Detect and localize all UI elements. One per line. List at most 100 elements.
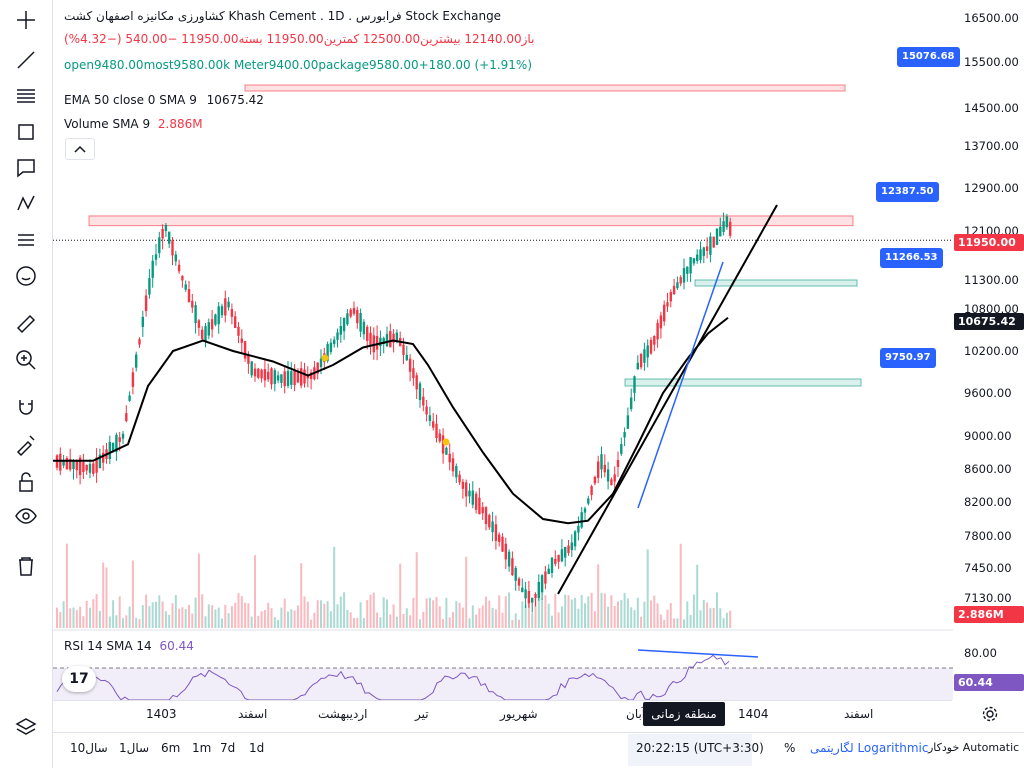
candle-body <box>649 339 653 354</box>
candle-body <box>191 300 194 308</box>
volume-bar <box>181 607 184 628</box>
volume-bar <box>626 598 629 628</box>
candle-body <box>385 334 389 347</box>
volume-bar <box>709 608 712 628</box>
candle-body <box>276 375 280 381</box>
fib-icon[interactable] <box>10 80 42 112</box>
range-button[interactable]: 1d <box>249 741 265 755</box>
price-zone <box>244 84 846 92</box>
price-callout[interactable]: 12387.50 <box>876 182 939 202</box>
volume-bar <box>564 594 567 628</box>
volume-bar <box>584 603 586 628</box>
candle-body <box>131 372 135 387</box>
price-tick: 9000.00 <box>964 429 1012 443</box>
price-callout[interactable]: 9750.97 <box>880 348 936 368</box>
candle-body <box>102 452 105 463</box>
candle-body <box>488 515 491 528</box>
candle-body <box>395 332 399 343</box>
range-button[interactable]: 6m <box>161 741 181 755</box>
price-callout[interactable]: 15076.68 <box>897 47 960 67</box>
volume-bar <box>716 592 718 628</box>
volume-bar <box>617 601 619 628</box>
candle-body <box>504 543 507 560</box>
volume-bar <box>574 597 577 628</box>
candle-body <box>402 344 405 355</box>
volume-bar <box>422 611 425 628</box>
pattern-icon[interactable] <box>10 188 42 220</box>
candle-body <box>161 228 164 239</box>
range-button[interactable]: 1m <box>192 741 212 755</box>
volume-bar <box>640 616 643 628</box>
chevron-up-icon[interactable] <box>65 138 95 160</box>
callout-icon[interactable] <box>10 152 42 184</box>
layers-icon[interactable] <box>10 712 42 744</box>
auto-toggle[interactable]: خودکار Automatic <box>928 741 1020 754</box>
price-tick: 11300.00 <box>964 273 1019 287</box>
zoom-icon[interactable] <box>10 344 42 376</box>
volume-bar <box>666 609 669 628</box>
volume-bar <box>227 613 230 628</box>
candle-body <box>550 557 554 573</box>
volume-bar <box>293 610 296 628</box>
volume-bar <box>336 604 339 628</box>
volume-bar <box>458 602 461 628</box>
volume-bar <box>676 618 679 628</box>
volume-legend[interactable]: Volume SMA 9 2.886M <box>64 117 203 131</box>
volume-bar <box>115 615 118 628</box>
magnet-icon[interactable] <box>10 392 42 424</box>
volume-bar <box>683 619 685 628</box>
clock[interactable]: 20:22:15 (UTC+3:30) <box>636 741 764 755</box>
measure-icon[interactable] <box>10 224 42 256</box>
candle-body <box>69 458 72 470</box>
crosshair-icon[interactable] <box>10 4 42 36</box>
rsi-legend[interactable]: RSI 14 SMA 14 60.44 <box>64 639 194 653</box>
ema-price-tag: 10675.42 <box>954 313 1024 330</box>
eye-icon[interactable] <box>10 500 42 532</box>
rectangle-icon[interactable] <box>10 116 42 148</box>
range-button[interactable]: 10سال <box>70 741 108 755</box>
candle-body <box>95 457 98 473</box>
gear-icon[interactable] <box>980 704 1000 724</box>
candle-body <box>168 231 171 244</box>
candle-body <box>715 228 719 245</box>
volume-bar <box>501 612 504 628</box>
candle-body <box>336 332 339 340</box>
volume-bar <box>250 616 253 628</box>
volume-label: Volume SMA 9 <box>64 117 151 131</box>
left-toolbar <box>0 0 53 768</box>
price-axis[interactable]: 16500.00 15500.00 14500.00 13700.00 12900.00… <box>952 0 1024 630</box>
draw-lock-icon[interactable] <box>10 428 42 460</box>
volume-bar <box>643 601 646 628</box>
range-button[interactable]: 7d <box>220 741 236 755</box>
ruler-icon[interactable] <box>10 308 42 340</box>
candle-body <box>455 466 458 478</box>
symbol-title[interactable]: کشاورزی مکانیزه اصفهان کشت Khash Cement … <box>64 9 502 23</box>
volume-bar <box>679 543 682 628</box>
lock-icon[interactable] <box>10 466 42 498</box>
ema-legend[interactable]: EMA 50 close 0 SMA 9 10675.42 <box>64 93 264 107</box>
volume-bar <box>356 617 359 628</box>
log-toggle[interactable]: لگاریتمی Logarithmic <box>810 741 929 755</box>
emoji-icon[interactable] <box>10 260 42 292</box>
percent-toggle[interactable]: % <box>784 741 796 755</box>
trend-line-icon[interactable] <box>10 44 42 76</box>
rsi-value-tag: 60.44 <box>954 674 1024 691</box>
volume-bar <box>277 619 280 628</box>
volume-bar <box>329 611 332 628</box>
trash-icon[interactable] <box>10 550 42 582</box>
volume-bar <box>372 592 375 628</box>
candle-body <box>719 226 722 237</box>
candle-body <box>616 460 620 467</box>
rsi-label: RSI 14 SMA 14 <box>64 639 152 653</box>
volume-bar <box>353 618 355 628</box>
range-button[interactable]: 1سال <box>119 741 150 755</box>
candle-body <box>405 354 408 361</box>
candle-body <box>498 534 501 542</box>
volume-bar <box>145 594 148 628</box>
price-callout[interactable]: 11266.53 <box>880 248 943 268</box>
chart-canvas[interactable] <box>53 0 953 700</box>
rsi-value: 60.44 <box>159 639 194 653</box>
candle-body <box>280 374 283 383</box>
candle-body <box>82 462 85 473</box>
candle-body <box>283 371 286 387</box>
